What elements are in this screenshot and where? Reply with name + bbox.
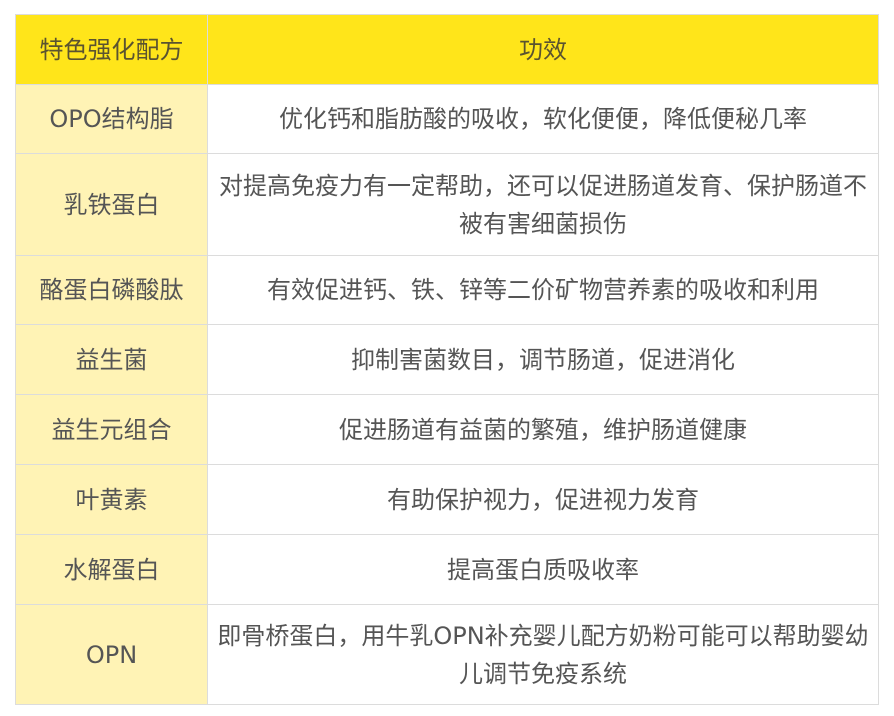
header-formula: 特色强化配方 bbox=[15, 14, 208, 85]
formula-name: 益生元组合 bbox=[15, 394, 208, 465]
formula-name: 酪蛋白磷酸肽 bbox=[15, 255, 208, 325]
table-row: 水解蛋白 提高蛋白质吸收率 bbox=[15, 534, 879, 605]
formula-effect: 抑制害菌数目，调节肠道，促进消化 bbox=[207, 324, 879, 395]
formula-effect: 即骨桥蛋白，用牛乳OPN补充婴儿配方奶粉可能可以帮助婴幼儿调节免疫系统 bbox=[207, 604, 879, 705]
table-row: 叶黄素 有助保护视力，促进视力发育 bbox=[15, 464, 879, 535]
header-row: 特色强化配方 功效 bbox=[15, 14, 879, 85]
formula-effect: 有助保护视力，促进视力发育 bbox=[207, 464, 879, 535]
formula-name: 益生菌 bbox=[15, 324, 208, 395]
table-row: OPN 即骨桥蛋白，用牛乳OPN补充婴儿配方奶粉可能可以帮助婴幼儿调节免疫系统 bbox=[15, 604, 879, 705]
table-row: 益生菌 抑制害菌数目，调节肠道，促进消化 bbox=[15, 324, 879, 395]
table-row: 益生元组合 促进肠道有益菌的繁殖，维护肠道健康 bbox=[15, 394, 879, 465]
formula-effect: 优化钙和脂肪酸的吸收，软化便便，降低便秘几率 bbox=[207, 84, 879, 154]
table-row: OPO结构脂 优化钙和脂肪酸的吸收，软化便便，降低便秘几率 bbox=[15, 84, 879, 154]
header-effect: 功效 bbox=[207, 14, 879, 85]
formula-table: 特色强化配方 功效 OPO结构脂 优化钙和脂肪酸的吸收，软化便便，降低便秘几率 乳铁… bbox=[15, 14, 879, 705]
formula-name: 乳铁蛋白 bbox=[15, 153, 208, 256]
formula-effect: 对提高免疫力有一定帮助，还可以促进肠道发育、保护肠道不被有害细菌损伤 bbox=[207, 153, 879, 256]
formula-name: 水解蛋白 bbox=[15, 534, 208, 605]
formula-effect: 有效促进钙、铁、锌等二价矿物营养素的吸收和利用 bbox=[207, 255, 879, 325]
formula-name: 叶黄素 bbox=[15, 464, 208, 535]
table-row: 酪蛋白磷酸肽 有效促进钙、铁、锌等二价矿物营养素的吸收和利用 bbox=[15, 255, 879, 325]
formula-name: OPN bbox=[15, 604, 208, 705]
formula-name: OPO结构脂 bbox=[15, 84, 208, 154]
table-row: 乳铁蛋白 对提高免疫力有一定帮助，还可以促进肠道发育、保护肠道不被有害细菌损伤 bbox=[15, 153, 879, 256]
formula-effect: 促进肠道有益菌的繁殖，维护肠道健康 bbox=[207, 394, 879, 465]
formula-effect: 提高蛋白质吸收率 bbox=[207, 534, 879, 605]
